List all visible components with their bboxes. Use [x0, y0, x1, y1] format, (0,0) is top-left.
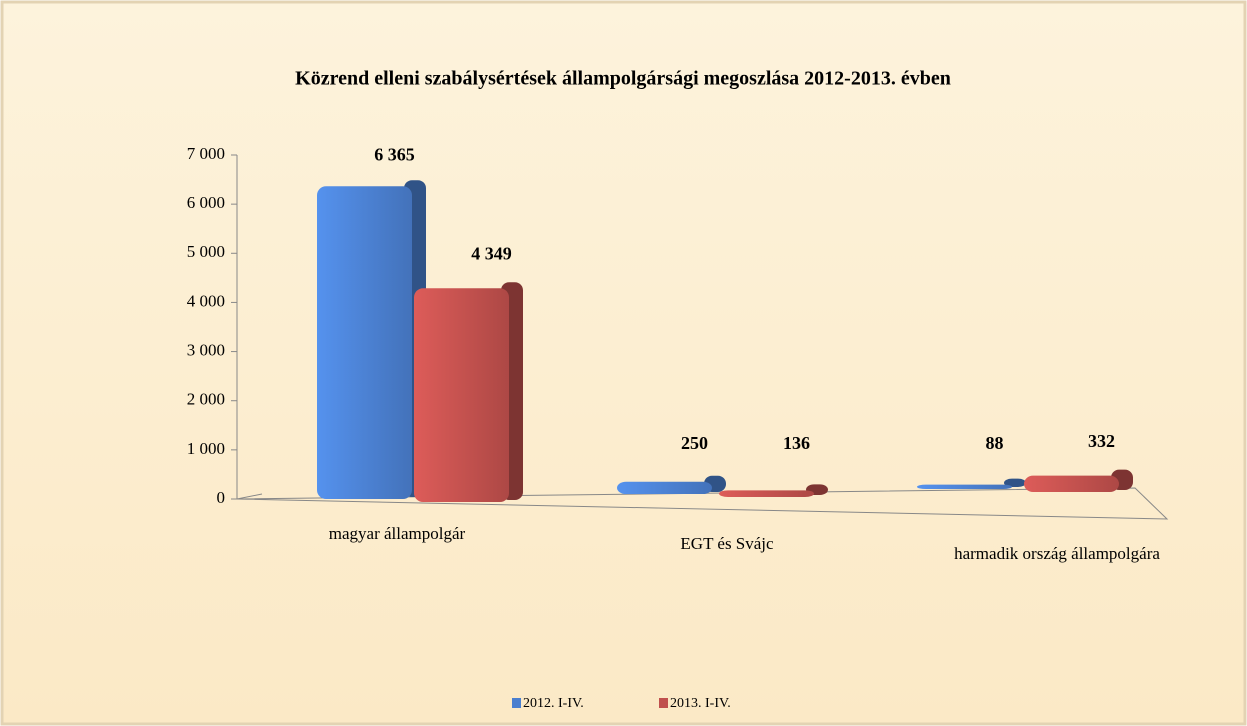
chart-title: Közrend elleni szabálysértések állampolg… [295, 68, 951, 90]
x-tick-label: harmadik ország állampolgára [954, 544, 1160, 563]
legend-swatch [512, 698, 521, 708]
value-label: 136 [783, 433, 810, 453]
bar [414, 288, 509, 502]
y-tick-label: 1 000 [187, 439, 225, 458]
y-tick-label: 0 [217, 488, 226, 507]
value-label: 4 349 [471, 243, 512, 263]
x-tick-label: EGT és Svájc [680, 534, 774, 553]
value-label: 250 [681, 433, 708, 453]
y-tick-label: 7 000 [187, 144, 225, 163]
value-label: 6 365 [374, 144, 415, 164]
value-label: 88 [986, 433, 1004, 453]
y-tick-label: 2 000 [187, 390, 225, 409]
legend-label: 2013. I-IV. [670, 696, 731, 711]
bar [1024, 475, 1119, 492]
bar [917, 484, 1012, 489]
floor-edge [236, 493, 263, 500]
bar [617, 481, 712, 494]
y-tick-label: 3 000 [187, 340, 225, 359]
bar [719, 490, 814, 497]
y-tick-label: 6 000 [187, 193, 225, 212]
value-label: 332 [1088, 431, 1115, 451]
legend-swatch [659, 698, 668, 708]
x-tick-label: magyar állampolgár [329, 524, 466, 543]
y-tick-label: 5 000 [187, 242, 225, 261]
y-tick-label: 4 000 [187, 291, 225, 310]
bar-side [1004, 478, 1026, 487]
legend-label: 2012. I-IV. [523, 696, 584, 711]
bar [317, 186, 412, 499]
